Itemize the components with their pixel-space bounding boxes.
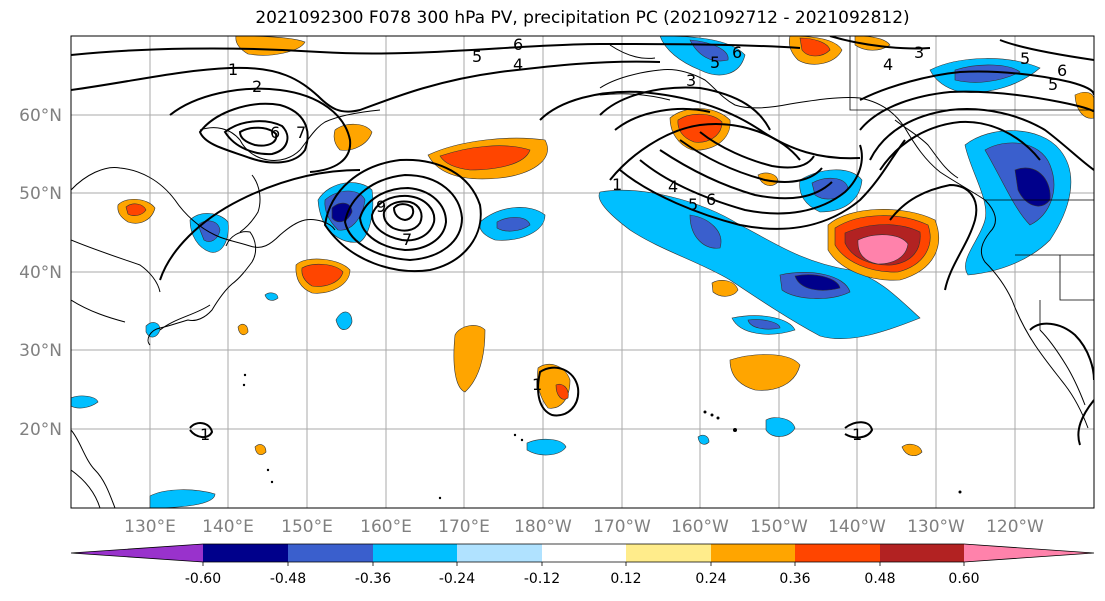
colorbar-bin [626,544,711,562]
colorbar-bin [711,544,795,562]
lon-label: 150°W [750,517,808,537]
colorbar-bin [964,544,1094,562]
lon-label: 170°W [593,517,651,537]
contour-label: 4 [668,177,678,196]
contour-label: 6 [706,190,716,209]
colorbar-bin [288,544,373,562]
colorbar-bin [373,544,457,562]
lon-label: 180°W [514,517,572,537]
map-title: 2021092300 F078 300 hPa PV, precipitatio… [255,8,910,28]
contour-label: 1 [532,375,542,394]
contour-label: 5 [1020,49,1030,68]
contour-label: 5 [1048,75,1058,94]
map-frame [70,35,1095,509]
colorbar-tick-label: -0.36 [355,571,391,587]
gridlines [71,36,1094,508]
lat-axis: 60°N 50°N 40°N 30°N 20°N [19,106,62,440]
lon-label: 160°E [360,517,412,537]
lon-label: 140°E [202,517,254,537]
lat-label: 30°N [19,341,62,361]
contour-label: 1 [852,425,862,444]
colorbar-bin [71,544,203,562]
contour-label: 3 [686,71,696,90]
coastlines [71,44,1089,508]
borders [849,36,1094,330]
map-content: 1 2 5 6 4 6 5 3 6 3 4 6 5 5 7 9 7 1 4 5 … [71,35,1094,508]
colorbar: -0.60 -0.48 -0.36 -0.24 -0.12 0.12 0.24 … [70,543,1095,587]
contour-label: 5 [472,47,482,66]
lon-label: 130°E [124,517,176,537]
lon-label: 160°W [671,517,729,537]
contour-label: 7 [296,123,306,142]
contour-label: 1 [200,425,210,444]
colorbar-tick-label: 0.48 [864,571,895,587]
pv-contours [71,36,1094,446]
contour-label: 7 [402,230,412,249]
colorbar-bin [457,544,542,562]
colorbar-tick-label: 0.24 [695,571,726,587]
lon-label: 150°E [281,517,333,537]
contour-label: 6 [1057,61,1067,80]
contour-label: 6 [513,35,523,54]
lat-label: 20°N [19,420,62,440]
colorbar-tick-label: -0.48 [270,571,306,587]
islands [242,373,962,500]
colorbar-tick-label: 0.12 [610,571,641,587]
colorbar-tick-label: -0.24 [439,571,475,587]
colorbar-tick-label: -0.12 [524,571,560,587]
colorbar-bin [203,544,288,562]
contour-label: 1 [612,175,622,194]
lat-label: 60°N [19,106,62,126]
colorbar-bin [542,544,626,562]
contour-label: 9 [376,197,386,216]
contour-label: 1 [228,60,238,79]
colorbar-tick-label: -0.60 [185,571,221,587]
contour-labels: 1 2 5 6 4 6 5 3 6 3 4 6 5 5 7 9 7 1 4 5 … [200,35,1067,444]
contour-label: 5 [688,195,698,214]
lat-label: 50°N [19,184,62,204]
contour-label: 6 [732,43,742,62]
contour-label: 2 [252,77,262,96]
lon-label: 140°W [828,517,886,537]
lon-label: 130°W [907,517,965,537]
contour-label: 4 [883,55,893,74]
contour-label: 4 [513,55,523,74]
lon-label: 170°E [438,517,490,537]
colorbar-bin [880,544,964,562]
contour-label: 5 [710,53,720,72]
colorbar-tick-label: 0.60 [948,571,979,587]
lat-label: 40°N [19,263,62,283]
contour-label: 6 [270,123,280,142]
colorbar-bin [795,544,880,562]
contour-label: 3 [914,43,924,62]
lon-label: 120°W [986,517,1044,537]
colorbar-tick-label: 0.36 [779,571,810,587]
lon-axis: 130°E 140°E 150°E 160°E 170°E 180°W 170°… [124,517,1044,537]
